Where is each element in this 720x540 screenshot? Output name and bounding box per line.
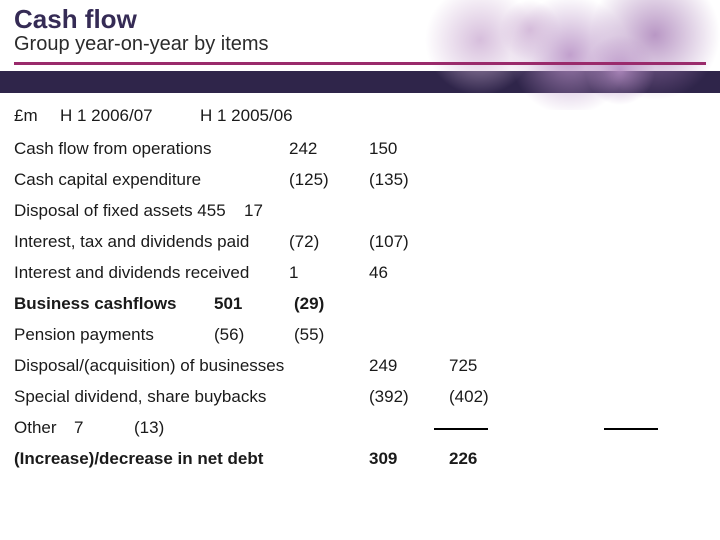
cell: (402) — [449, 388, 529, 405]
cell: (29) — [294, 295, 374, 312]
cell: (55) — [294, 326, 374, 343]
cell: 150 — [369, 140, 449, 157]
unit-label: £m — [14, 107, 60, 124]
slide-title: Cash flow — [14, 4, 706, 35]
cell: (72) — [289, 233, 369, 250]
underline-rule — [434, 428, 488, 430]
dark-band — [0, 71, 720, 93]
cell: 725 — [449, 357, 529, 374]
cell: 249 — [369, 357, 449, 374]
cell: 242 — [289, 140, 369, 157]
accent-line — [14, 62, 706, 65]
underline-rule — [604, 428, 658, 430]
cell: 46 — [369, 264, 449, 281]
cell: (107) — [369, 233, 449, 250]
table-row: Disposal of fixed assets 455 17 — [14, 202, 706, 219]
row-label: Business cashflows — [14, 295, 214, 312]
cell: (392) — [369, 388, 449, 405]
row-label: Cash flow from operations — [14, 140, 289, 157]
cell: (56) — [214, 326, 294, 343]
row-label: Cash capital expenditure — [14, 171, 289, 188]
col-header-1: H 1 2006/07 — [60, 107, 200, 124]
slide-subtitle: Group year-on-year by items — [14, 33, 706, 56]
slide-header: Cash flow Group year-on-year by items — [0, 0, 720, 71]
cell: 17 — [244, 202, 369, 219]
table-row: Disposal/(acquisition) of businesses 249… — [14, 357, 706, 374]
row-label: Interest, tax and dividends paid — [14, 233, 289, 250]
row-label: Pension payments — [14, 326, 214, 343]
table-row: (Increase)/decrease in net debt 309 226 — [14, 450, 706, 467]
row-label: Interest and dividends received — [14, 264, 289, 281]
table-row: Interest, tax and dividends paid (72) (1… — [14, 233, 706, 250]
cashflow-table: £m H 1 2006/07 H 1 2005/06 Cash flow fro… — [0, 93, 720, 467]
table-row: Other 7 (13) — [14, 419, 706, 436]
table-row: Special dividend, share buybacks (392) (… — [14, 388, 706, 405]
table-row: Business cashflows 501 (29) — [14, 295, 706, 312]
cell: (13) — [134, 419, 214, 436]
table-row: Interest and dividends received 1 46 — [14, 264, 706, 281]
cell: 309 — [369, 450, 449, 467]
cell: (125) — [289, 171, 369, 188]
cell: 1 — [289, 264, 369, 281]
column-header-row: £m H 1 2006/07 H 1 2005/06 — [14, 107, 706, 124]
row-label: Disposal of fixed assets 455 — [14, 202, 244, 219]
cell: (135) — [369, 171, 449, 188]
table-row: Cash capital expenditure (125) (135) — [14, 171, 706, 188]
row-label: (Increase)/decrease in net debt — [14, 450, 369, 467]
table-row: Cash flow from operations 242 150 — [14, 140, 706, 157]
table-row: Pension payments (56) (55) — [14, 326, 706, 343]
row-label: Special dividend, share buybacks — [14, 388, 369, 405]
cell: 7 — [74, 419, 134, 436]
cell: 501 — [214, 295, 294, 312]
cell: 226 — [449, 450, 529, 467]
row-label: Other — [14, 419, 74, 436]
row-label: Disposal/(acquisition) of businesses — [14, 357, 369, 374]
col-header-2: H 1 2005/06 — [200, 107, 340, 124]
